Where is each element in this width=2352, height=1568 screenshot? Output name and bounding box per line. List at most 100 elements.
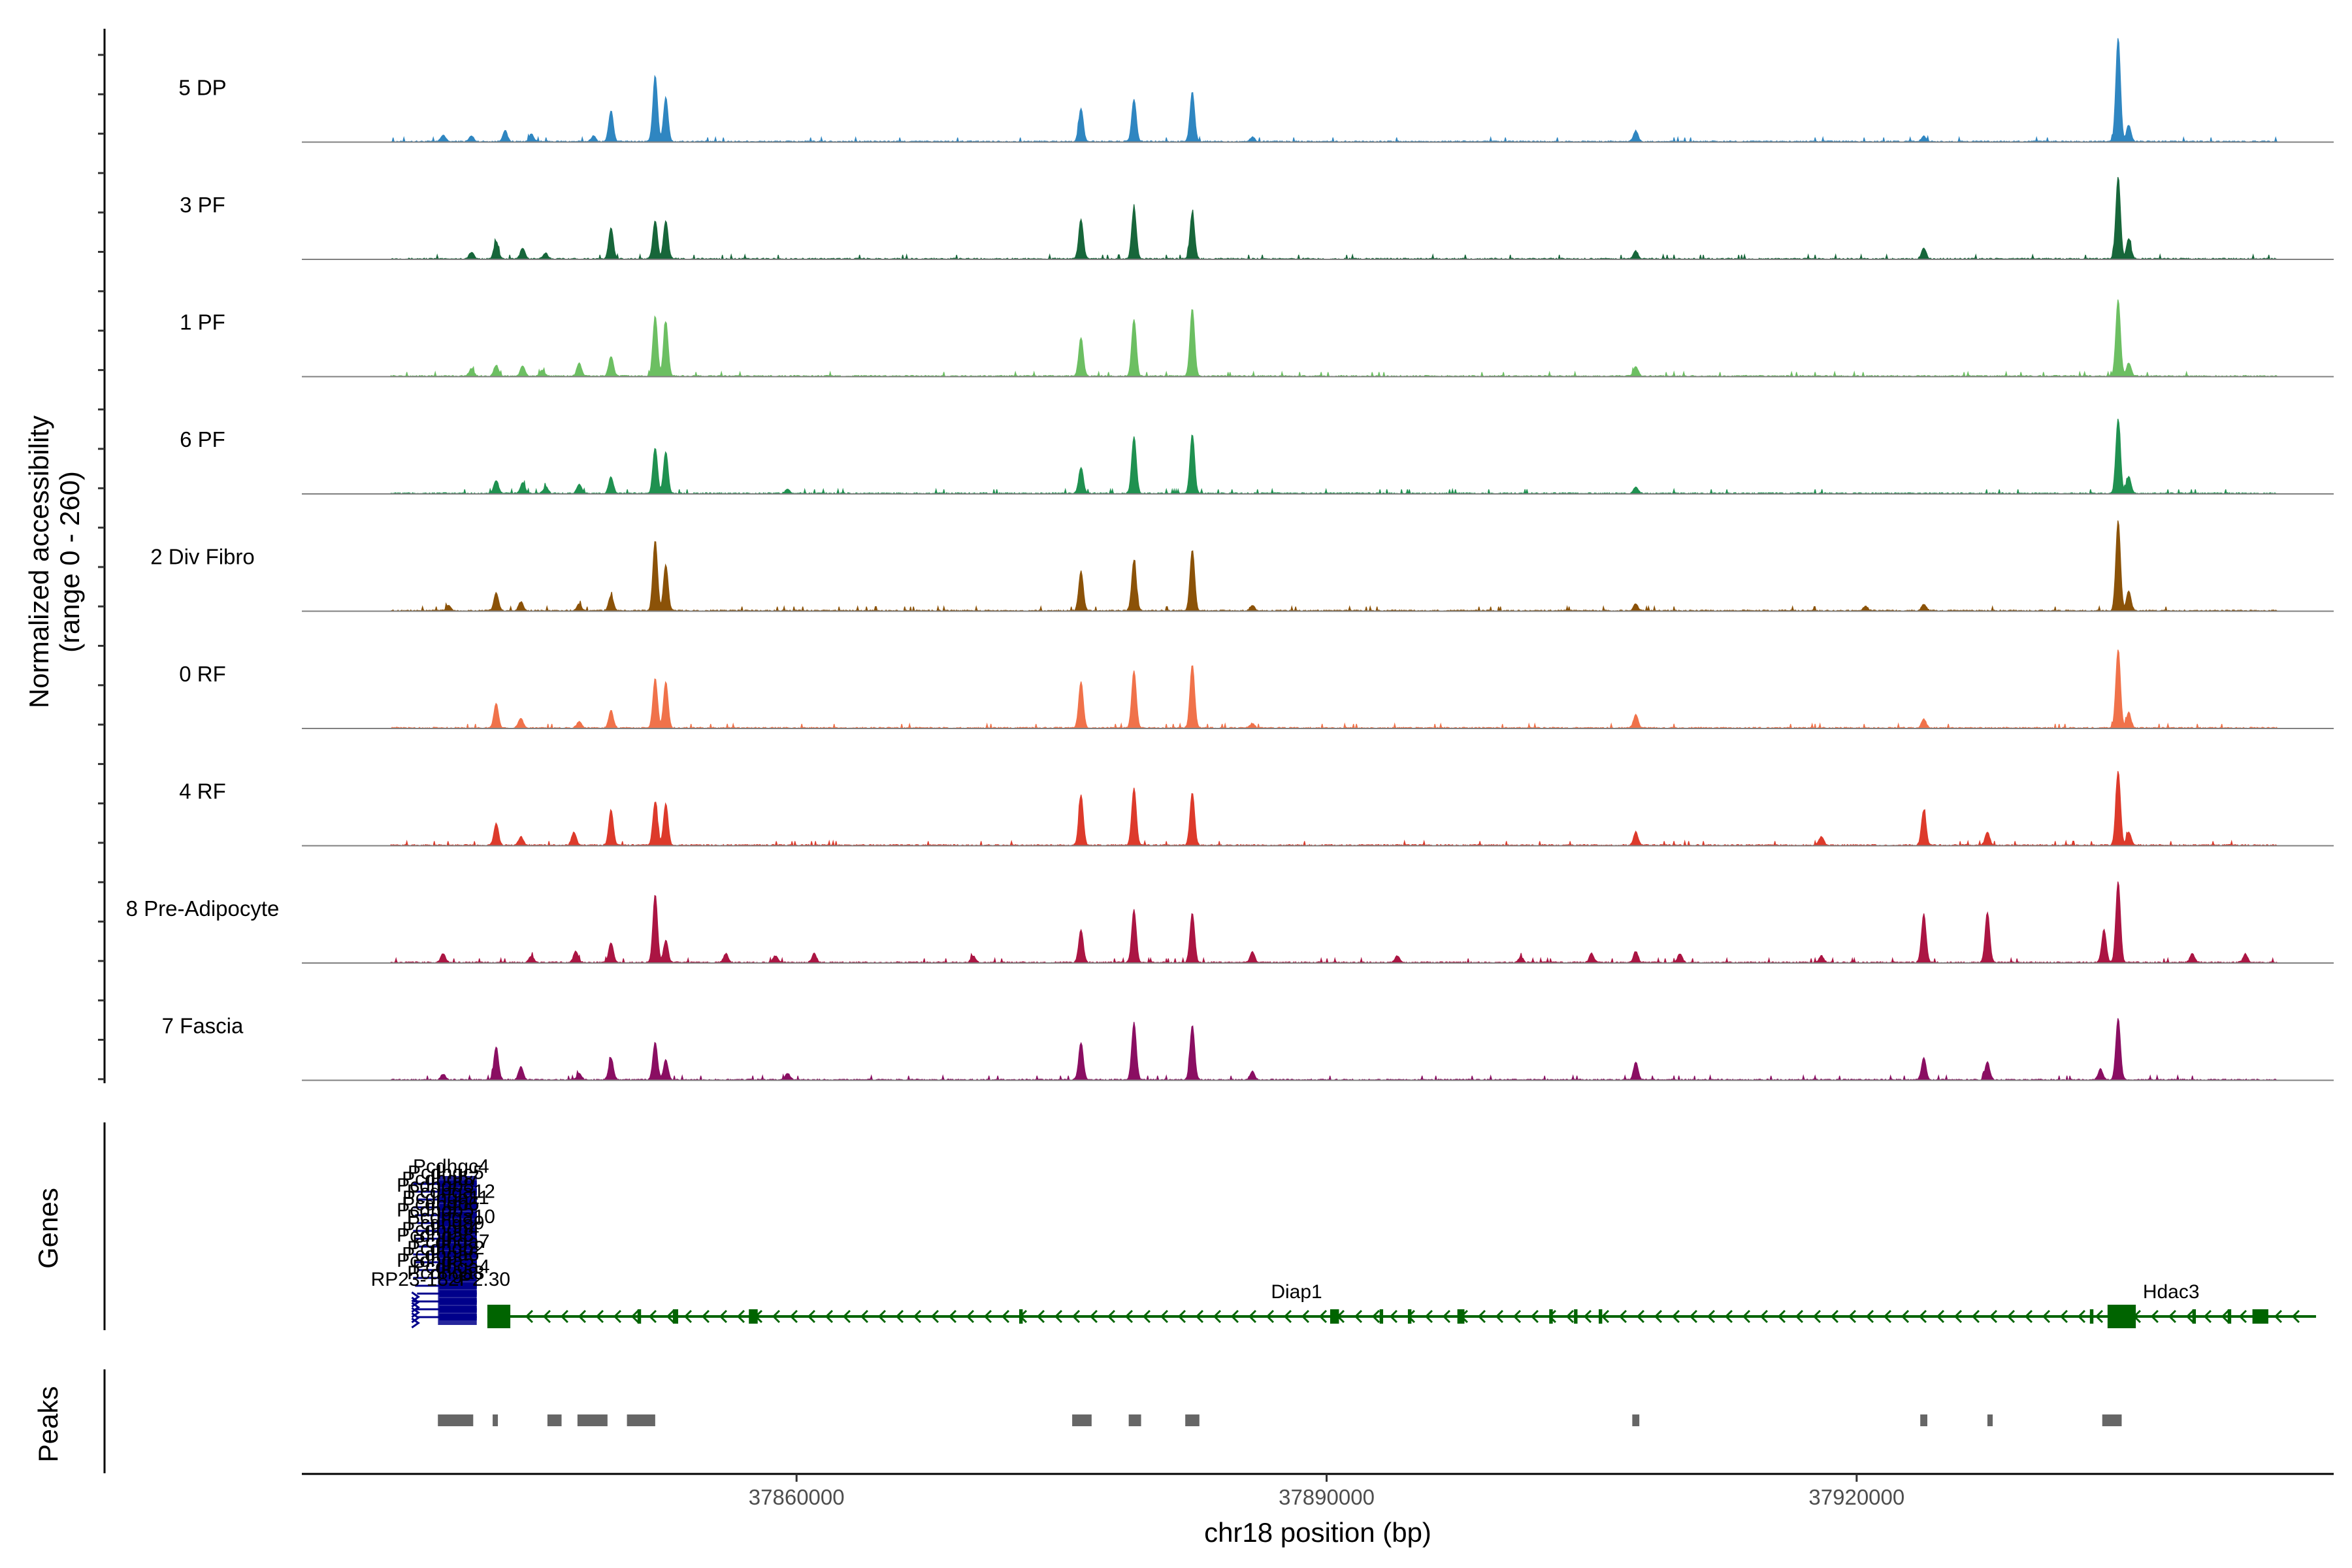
- strand-arrow: [1124, 1309, 1134, 1324]
- peak-region: [627, 1414, 655, 1426]
- track-label: 7 Fascia: [162, 1014, 244, 1038]
- strand-arrow: [1160, 1309, 1169, 1324]
- strand-arrow: [2185, 1309, 2194, 1324]
- coverage-area: [390, 176, 2279, 261]
- strand-arrow: [1618, 1309, 1627, 1324]
- strand-arrow: [1707, 1309, 1716, 1324]
- strand-arrow: [719, 1309, 728, 1324]
- strand-arrow: [1301, 1309, 1310, 1324]
- y-axis-title-line1: Normalized accessibility: [24, 416, 54, 708]
- strand-arrow: [1512, 1309, 1522, 1324]
- strand-arrow: [2059, 1309, 2068, 1324]
- peak-region: [577, 1414, 608, 1426]
- peak-region: [2102, 1414, 2122, 1426]
- strand-arrow: [2221, 1309, 2229, 1324]
- cluster-gene-label: Pcdhga7: [412, 1231, 489, 1252]
- cluster-gene-label: Pcdhga5: [397, 1250, 474, 1271]
- strand-arrow: [2203, 1309, 2212, 1324]
- strand-arrow: [1530, 1309, 1539, 1324]
- cluster-gene-label: Pcdhgb7: [402, 1168, 479, 1190]
- strand-arrow: [1953, 1309, 1963, 1324]
- cluster-gene-label: RP23-182P2.30: [371, 1269, 511, 1290]
- coverage-area: [389, 418, 2278, 495]
- gene-diap1: Diap1: [487, 1281, 2104, 1328]
- gene-models: Diap1 Hdac3Pcdhgc4Pcdhgc5Pcdhgb7Pcdhgb8Pc…: [371, 1156, 2316, 1329]
- strand-arrow: [860, 1309, 869, 1324]
- strand-arrow: [825, 1309, 834, 1324]
- strand-arrow: [1036, 1309, 1045, 1324]
- track-label: 4 RF: [179, 779, 226, 804]
- strand-arrow: [1565, 1309, 1575, 1324]
- exon: [2089, 1309, 2094, 1324]
- exon: [1407, 1309, 1412, 1324]
- peaks-panel-title: Peaks: [33, 1386, 63, 1463]
- strand-arrow: [1442, 1309, 1451, 1324]
- exon: [637, 1309, 642, 1324]
- strand-arrow: [1724, 1309, 1733, 1324]
- strand-arrow: [1354, 1309, 1363, 1324]
- track-6-pf: 6 PF: [180, 418, 2334, 495]
- track-7-fascia: 7 Fascia: [162, 1014, 2334, 1081]
- strand-arrow: [630, 1309, 640, 1324]
- cluster-gene-label: Pcdhgc5: [408, 1162, 484, 1184]
- peak-regions: [438, 1414, 2122, 1426]
- exon: [2192, 1309, 2197, 1324]
- exon: [672, 1309, 679, 1324]
- cluster-gene-label: Pcdhga10: [407, 1206, 495, 1228]
- strand-arrow: [683, 1309, 693, 1324]
- strand-arrow: [1001, 1309, 1010, 1324]
- peak-region: [1987, 1414, 1993, 1426]
- strand-arrow: [1865, 1309, 1874, 1324]
- strand-arrow: [1883, 1309, 1892, 1324]
- strand-arrow: [1936, 1309, 1945, 1324]
- peak-region: [547, 1414, 562, 1426]
- cluster-gene-label: Pcdhga6: [402, 1243, 479, 1265]
- cluster-exon-block: [438, 1176, 477, 1325]
- strand-arrow: [1636, 1309, 1645, 1324]
- exon: [1330, 1309, 1339, 1324]
- cluster-gene-label: Pcdhgb6: [402, 1194, 479, 1215]
- exon: [749, 1309, 758, 1324]
- track-2-div-fibro: 2 Div Fibro: [150, 520, 2334, 612]
- exon: [2227, 1309, 2232, 1324]
- strand-arrow: [1477, 1309, 1486, 1324]
- strand-arrow: [1089, 1309, 1098, 1324]
- strand-arrow: [1777, 1309, 1786, 1324]
- exon: [1549, 1309, 1553, 1324]
- track-label: 8 Pre-Adipocyte: [126, 896, 280, 921]
- y-axis-title-line2: (range 0 - 260): [54, 471, 85, 653]
- cluster-gene-label: Pcdhga8: [397, 1225, 474, 1247]
- strand-arrow: [1654, 1309, 1663, 1324]
- strand-arrow: [578, 1309, 587, 1324]
- peak-region: [1072, 1414, 1092, 1426]
- x-axis-title: chr18 position (bp): [1204, 1517, 1431, 1548]
- track-label: 1 PF: [180, 310, 225, 335]
- track-label: 6 PF: [180, 427, 225, 451]
- track-5-dp: 5 DP: [178, 38, 2334, 143]
- strand-arrow: [560, 1309, 569, 1324]
- track-label: 5 DP: [178, 76, 226, 100]
- strand-arrow: [983, 1309, 992, 1324]
- exon: [1379, 1309, 1384, 1324]
- x-tick-label: 37860000: [749, 1485, 845, 1509]
- strand-arrow: [1971, 1309, 1980, 1324]
- strand-arrow: [595, 1309, 604, 1324]
- strand-arrow: [1054, 1309, 1063, 1324]
- exon: [2252, 1309, 2268, 1324]
- strand-arrow: [1213, 1309, 1222, 1324]
- strand-arrow: [966, 1309, 975, 1324]
- strand-arrow: [2168, 1309, 2176, 1324]
- coverage-tracks: 5 DP 3 PF 1 PF 6 PF 2 Div Fibro 0 RF 4 RF 8 Pre…: [126, 38, 2334, 1081]
- strand-arrow: [1812, 1309, 1821, 1324]
- coverage-area: [389, 299, 2278, 378]
- strand-arrow: [2042, 1309, 2051, 1324]
- strand-arrow: [525, 1309, 534, 1324]
- track-0-rf: 0 RF: [179, 649, 2334, 730]
- strand-arrow: [1248, 1309, 1257, 1324]
- coverage-area: [389, 1018, 2278, 1081]
- track-8-pre-adipocyte: 8 Pre-Adipocyte: [126, 881, 2334, 964]
- strand-arrow: [1795, 1309, 1804, 1324]
- strand-arrow: [701, 1309, 710, 1324]
- strand-arrow: [411, 1317, 420, 1329]
- coverage-area: [390, 649, 2278, 730]
